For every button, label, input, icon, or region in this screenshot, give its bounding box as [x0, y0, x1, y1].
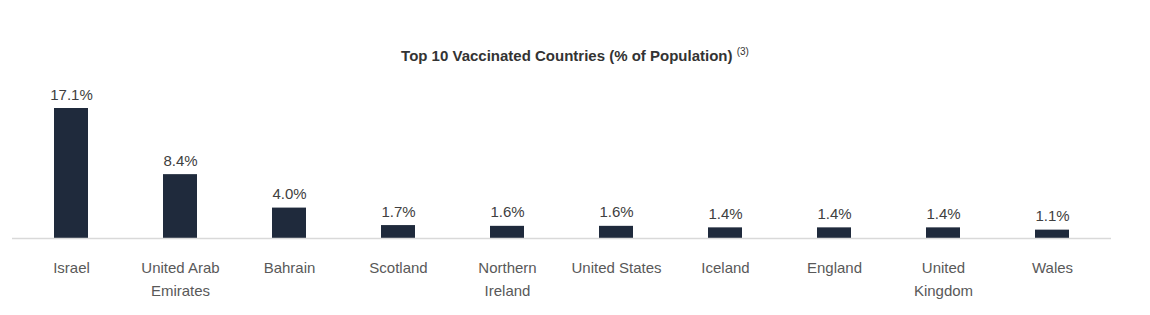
- svg-text:United ArabEmirates: United ArabEmirates: [141, 259, 219, 299]
- svg-text:1.7%: 1.7%: [381, 203, 415, 220]
- svg-text:United States: United States: [571, 259, 661, 276]
- svg-text:Israel: Israel: [53, 259, 90, 276]
- svg-text:17.1%: 17.1%: [50, 86, 93, 103]
- svg-text:UnitedKingdom: UnitedKingdom: [914, 259, 973, 299]
- svg-text:4.0%: 4.0%: [272, 185, 306, 202]
- svg-text:1.1%: 1.1%: [1035, 207, 1069, 224]
- svg-text:1.6%: 1.6%: [599, 203, 633, 220]
- html-text:Top 10 Vaccinated Countries (%: Top 10 Vaccinated Countries (% of Popula…: [401, 46, 749, 64]
- svg-text:8.4%: 8.4%: [163, 152, 197, 169]
- svg-text:Wales: Wales: [1032, 259, 1073, 276]
- svg-text:Scotland: Scotland: [369, 259, 427, 276]
- svg-text:1.4%: 1.4%: [708, 205, 742, 222]
- svg-text:NorthernIreland: NorthernIreland: [478, 259, 536, 299]
- svg-text:Iceland: Iceland: [701, 259, 749, 276]
- svg-text:1.6%: 1.6%: [490, 203, 524, 220]
- svg-text:1.4%: 1.4%: [817, 205, 851, 222]
- svg-text:England: England: [807, 259, 862, 276]
- svg-text:1.4%: 1.4%: [926, 205, 960, 222]
- svg-text:Bahrain: Bahrain: [264, 259, 316, 276]
